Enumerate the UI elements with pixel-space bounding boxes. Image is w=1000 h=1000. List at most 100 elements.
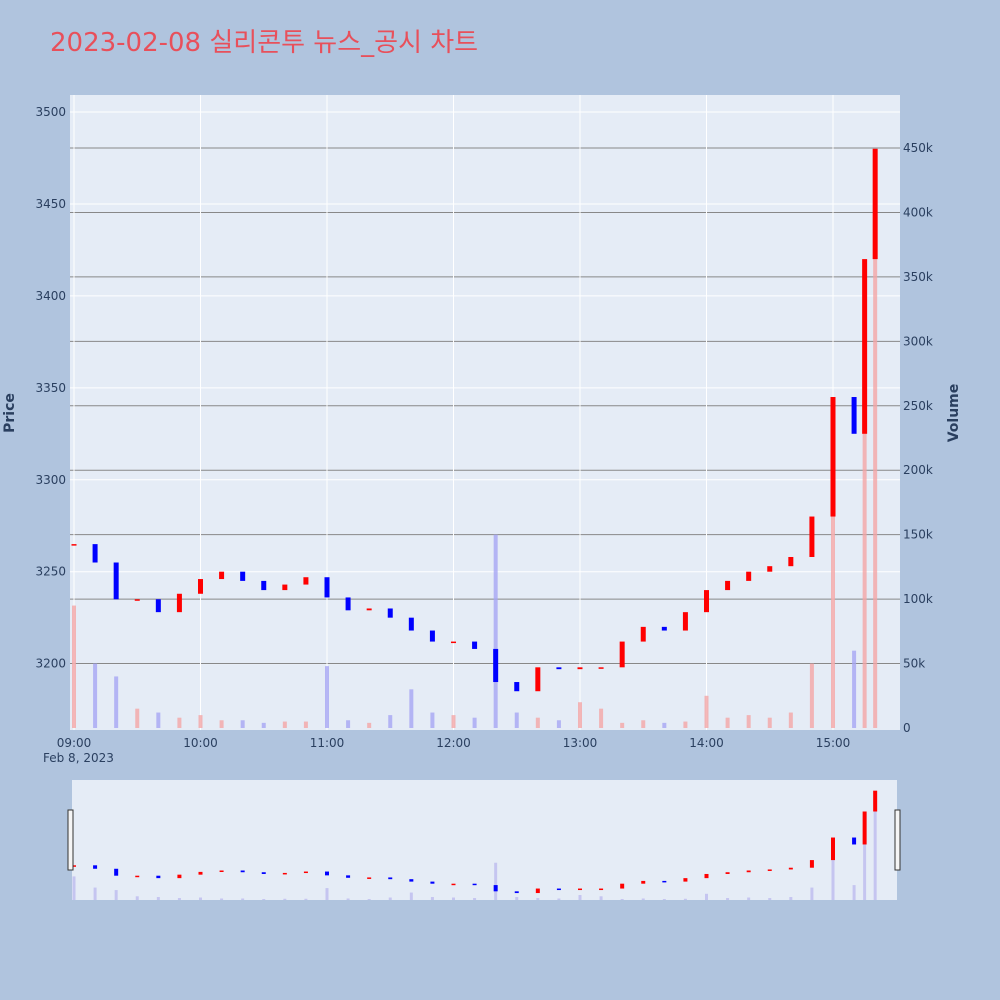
candle	[282, 584, 288, 591]
range-candle	[261, 872, 266, 874]
range-volume-bar	[747, 897, 751, 900]
y2-tick-label: 200k	[903, 463, 933, 477]
range-volume-bar	[557, 898, 561, 900]
range-candle	[282, 872, 287, 875]
candle	[303, 577, 309, 585]
range-slider-left-handle[interactable]	[67, 809, 74, 871]
candle	[598, 667, 604, 669]
volume-bar	[809, 663, 814, 728]
y2-tick-label: 350k	[903, 270, 933, 284]
range-candle	[873, 790, 878, 812]
candle	[113, 562, 119, 600]
range-volume-bar	[304, 898, 308, 900]
y2-tick-label: 150k	[903, 528, 933, 542]
volume-bar	[641, 720, 646, 728]
range-candle	[556, 888, 561, 891]
range-slider-right-handle[interactable]	[894, 809, 901, 871]
range-candle	[156, 875, 161, 879]
range-candle	[72, 865, 76, 867]
volume-bar	[873, 186, 878, 728]
candle	[725, 580, 731, 591]
range-candle	[114, 868, 119, 876]
candle	[92, 544, 98, 563]
range-volume-bar	[72, 876, 76, 900]
y-tick-label: 3400	[35, 289, 66, 303]
range-volume-bar	[220, 898, 224, 900]
candle	[640, 626, 646, 642]
range-candle	[641, 880, 646, 884]
range-volume-bar	[93, 887, 97, 900]
y2-tick-label: 400k	[903, 205, 933, 219]
range-volume-bar	[726, 898, 730, 900]
volume-bar	[156, 712, 161, 728]
candle	[514, 682, 520, 692]
volume-bar	[704, 695, 709, 728]
candle	[134, 599, 140, 601]
range-volume-bar	[578, 895, 582, 900]
range-volume-bar	[325, 888, 329, 900]
volume-bar	[409, 689, 414, 728]
volume-bar	[535, 717, 540, 728]
range-slider[interactable]	[67, 780, 901, 900]
range-volume-bar	[346, 898, 350, 900]
volume-bar	[346, 720, 351, 728]
volume-bar	[662, 722, 667, 728]
candle	[493, 648, 499, 683]
range-candle	[599, 888, 604, 891]
range-candle	[809, 860, 814, 868]
volume-bar	[261, 722, 266, 728]
candle	[366, 608, 372, 611]
x-tick-label: 12:00	[436, 736, 471, 750]
range-candle	[451, 883, 456, 886]
candle	[661, 626, 667, 631]
volume-bar	[325, 666, 329, 728]
range-volume-bar	[641, 898, 645, 900]
candles	[71, 148, 878, 692]
volume-bar	[556, 720, 561, 728]
y2-tick-label: 300k	[903, 334, 933, 348]
candle	[851, 397, 857, 434]
volume-bar	[472, 717, 477, 728]
volume-bar	[746, 715, 751, 728]
y-tick-label: 3300	[35, 473, 66, 487]
range-volume-bar	[199, 897, 202, 900]
range-volume-bar	[852, 885, 856, 900]
candle	[577, 667, 583, 670]
range-candle	[620, 883, 625, 889]
y-tick-label: 3250	[35, 565, 66, 579]
range-candle	[303, 871, 308, 874]
range-volume-bar	[135, 896, 139, 900]
candle	[746, 571, 752, 581]
range-candle	[788, 867, 793, 870]
range-volume-bar	[430, 897, 434, 900]
range-volume-bar	[536, 898, 540, 900]
range-candle	[367, 877, 372, 879]
candle	[619, 641, 625, 668]
range-candle	[346, 875, 351, 878]
y2-axis-title: Volume	[946, 384, 962, 443]
range-volume-bar	[662, 899, 666, 900]
range-volume-bar	[810, 887, 814, 900]
range-volume-bar	[620, 899, 624, 900]
range-volume-bar	[283, 898, 287, 900]
range-candle	[219, 870, 224, 872]
range-candle	[93, 865, 98, 869]
candle	[556, 667, 562, 670]
range-candle	[198, 871, 203, 875]
candle	[176, 593, 182, 613]
x-tick-label: 10:00	[183, 736, 218, 750]
candle	[408, 617, 414, 631]
candle	[71, 544, 77, 546]
y-tick-label: 3450	[35, 197, 66, 211]
candle	[682, 612, 688, 631]
range-candle	[409, 879, 414, 882]
y2-tick-label: 100k	[903, 592, 933, 606]
volume-bar	[93, 663, 98, 728]
range-slider-bg	[72, 780, 897, 900]
volume-bar	[788, 712, 793, 728]
range-volume-bar	[705, 893, 708, 900]
y-axis-title: Price	[2, 393, 18, 433]
volume-bar	[599, 708, 604, 728]
range-volume-bar	[863, 813, 867, 900]
plot-area[interactable]	[70, 95, 900, 730]
